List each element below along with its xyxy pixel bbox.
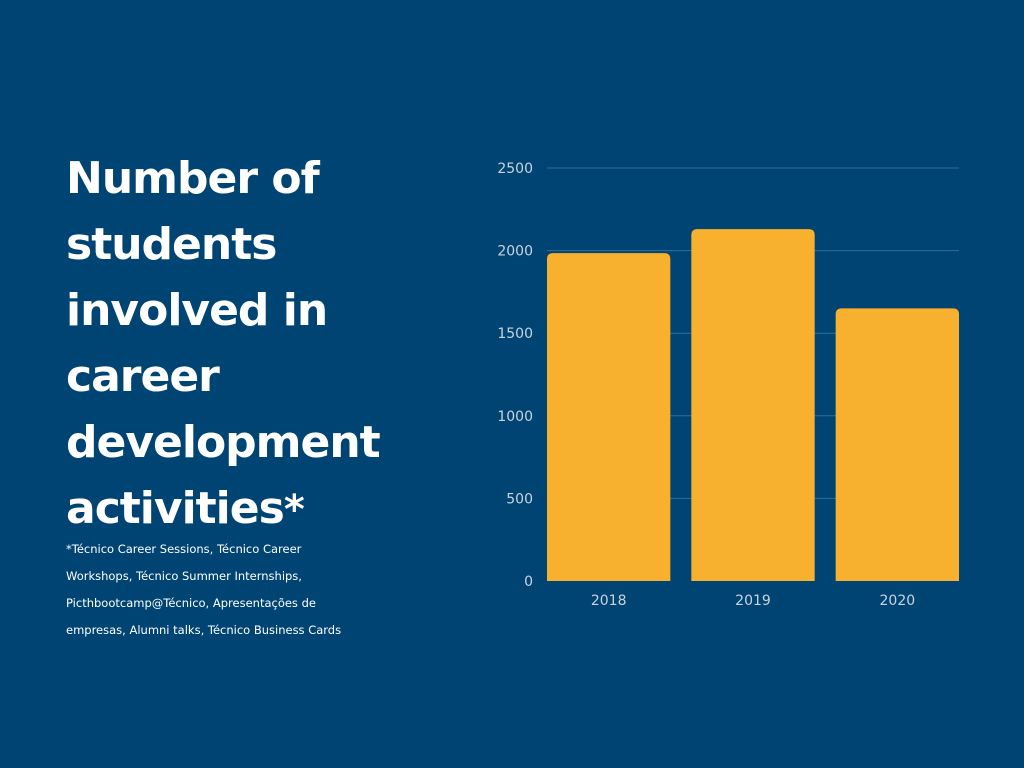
- chart-title: Number of students involved in career de…: [66, 146, 466, 543]
- y-tick-label: 2500: [497, 161, 533, 177]
- footnote: *Técnico Career Sessions, Técnico Career…: [66, 536, 356, 644]
- bar-2020: [835, 308, 959, 581]
- y-axis-ticks: 0 500 1000 1500 2000 2500: [497, 161, 533, 590]
- bar-2018: [547, 253, 671, 581]
- title-line-text: activities: [66, 483, 285, 534]
- y-tick-label: 1500: [497, 326, 533, 342]
- y-tick-label: 500: [506, 491, 533, 507]
- x-tick-label: 2020: [880, 593, 916, 609]
- y-tick-label: 0: [524, 574, 533, 590]
- bar-2019: [691, 229, 815, 581]
- y-tick-label: 2000: [497, 244, 533, 260]
- footnote-line: *Técnico Career Sessions, Técnico Career: [66, 542, 302, 556]
- title-line: Number of: [66, 153, 320, 204]
- x-axis-ticks: 2018 2019 2020: [591, 593, 915, 609]
- footnote-marker: *: [283, 487, 305, 533]
- title-line-last: activities*: [66, 476, 466, 543]
- title-line: development: [66, 417, 381, 468]
- title-line: students: [66, 219, 277, 270]
- footnote-line: Workshops, Técnico Summer Internships,: [66, 569, 302, 583]
- title-line: career: [66, 351, 220, 402]
- footnote-line: empresas, Alumni talks, Técnico Business…: [66, 623, 342, 637]
- x-tick-label: 2018: [591, 593, 627, 609]
- title-line: involved in: [66, 285, 328, 336]
- x-tick-label: 2019: [735, 593, 771, 609]
- y-tick-label: 1000: [497, 409, 533, 425]
- footnote-line: Picthbootcamp@Técnico, Apresentações de: [66, 596, 316, 610]
- bars: [547, 229, 959, 581]
